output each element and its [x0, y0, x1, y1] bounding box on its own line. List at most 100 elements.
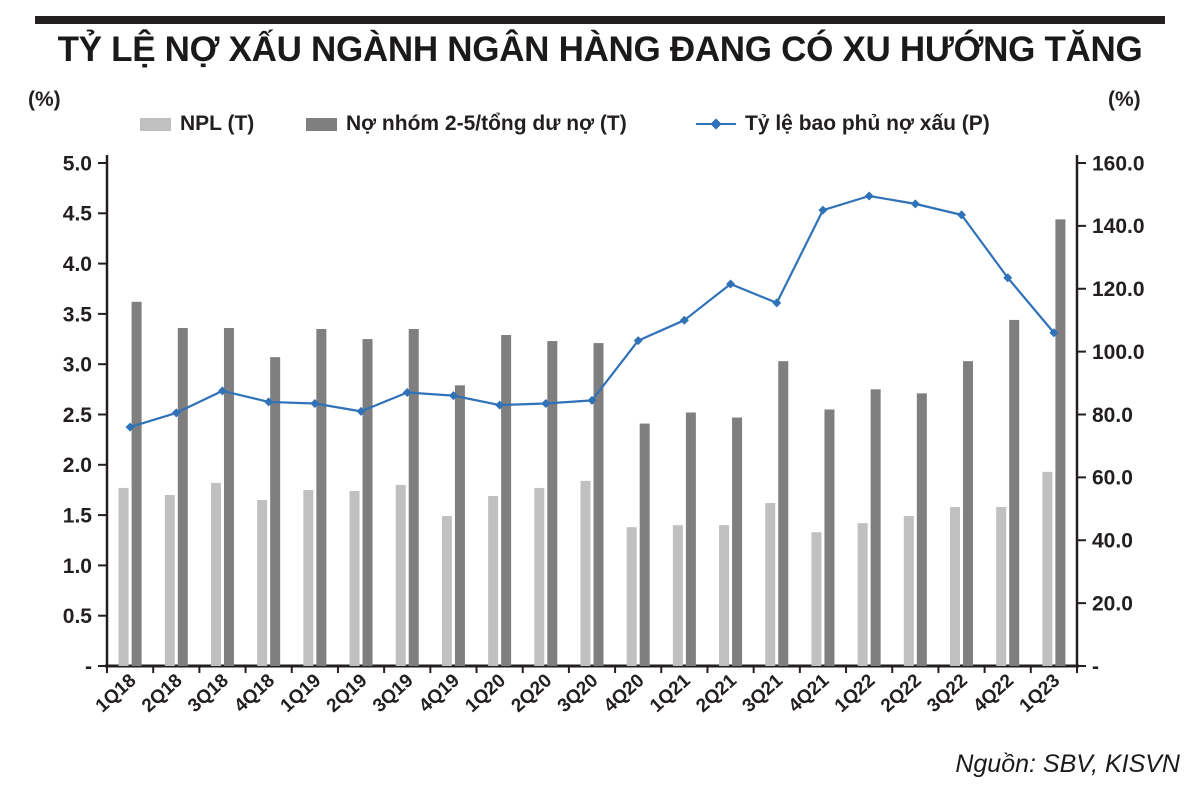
legend-item-group25: Nợ nhóm 2-5/tổng dư nợ (T) [306, 110, 627, 138]
npl-swatch-icon [140, 117, 171, 131]
npl-bar-3Q18 [210, 482, 221, 666]
x-tick-label-4Q20: 4Q20 [600, 670, 649, 717]
right-tick-label: 60.0 [1092, 467, 1133, 490]
coverage-marker-3Q20 [587, 395, 597, 405]
x-tick-label-3Q20: 3Q20 [554, 670, 603, 717]
left-tick-label: 3.0 [63, 354, 92, 377]
x-tick-label-1Q19: 1Q19 [277, 670, 326, 717]
right-tick-label: 40.0 [1092, 530, 1133, 553]
x-tick-label-1Q22: 1Q22 [831, 670, 880, 717]
x-tick-label-2Q21: 2Q21 [692, 670, 741, 717]
legend-item-coverage: Tỷ lệ bao phủ nợ xấu (P) [696, 110, 990, 138]
x-tick-label-1Q20: 1Q20 [461, 670, 510, 717]
x-tick-label-3Q21: 3Q21 [739, 670, 788, 717]
coverage-marker-4Q19 [448, 391, 458, 401]
npl-bar-3Q20 [580, 480, 591, 666]
coverage-marker-1Q19 [310, 398, 320, 408]
x-tick-label-2Q19: 2Q19 [323, 670, 372, 717]
group25-bar-2Q20 [547, 341, 558, 666]
x-tick-label-2Q18: 2Q18 [138, 670, 187, 717]
coverage-marker-1Q20 [495, 400, 505, 410]
coverage-marker-3Q21 [772, 298, 782, 308]
left-tick-label: 1.5 [63, 504, 93, 527]
left-tick-label: 2.5 [63, 404, 93, 427]
legend-label: Tỷ lệ bao phủ nợ xấu (P) [745, 112, 990, 135]
coverage-marker-1Q23 [1049, 328, 1059, 338]
npl-bar-2Q20 [534, 487, 545, 666]
legend-label: Nợ nhóm 2-5/tổng dư nợ (T) [346, 112, 627, 135]
npl-bar-4Q18 [257, 500, 268, 666]
right-tick-label: 100.0 [1092, 341, 1145, 364]
coverage-marker-2Q18 [171, 408, 181, 418]
x-tick-label-3Q22: 3Q22 [923, 670, 972, 717]
left-tick-label: - [85, 655, 92, 678]
group25-bar-1Q19 [316, 328, 327, 666]
coverage-marker-4Q21 [818, 205, 828, 215]
npl-bar-4Q21 [811, 532, 822, 666]
npl-bar-1Q18 [118, 487, 129, 666]
npl-bar-1Q19 [303, 489, 314, 666]
npl-bar-4Q22 [996, 507, 1007, 666]
group25-bar-4Q18 [270, 357, 281, 666]
title-rule [35, 16, 1165, 24]
legend-label: NPL (T) [180, 112, 255, 135]
npl-bar-1Q22 [857, 523, 868, 666]
left-axis-unit: (%) [28, 88, 61, 111]
npl-bar-3Q19 [395, 484, 406, 666]
npl-bar-3Q22 [950, 507, 961, 666]
coverage-marker-2Q21 [726, 279, 736, 289]
group25-bar-3Q18 [223, 327, 234, 666]
x-tick-label-1Q23: 1Q23 [1016, 670, 1065, 717]
npl-bar-1Q23 [1042, 471, 1053, 666]
x-tick-label-1Q21: 1Q21 [646, 670, 695, 717]
x-tick-label-4Q18: 4Q18 [230, 670, 279, 717]
group25-bar-3Q20 [593, 343, 604, 666]
npl-bar-1Q21 [672, 525, 683, 666]
coverage-line [129, 194, 1055, 429]
coverage-marker-4Q20 [633, 336, 643, 346]
line-diamond-swatch-icon [696, 117, 736, 131]
group25-bar-1Q18 [131, 301, 142, 666]
group25-bar-3Q21 [778, 361, 789, 666]
right-tick-label: 20.0 [1092, 592, 1133, 615]
group25-bar-2Q22 [916, 393, 927, 666]
left-tick-label: 0.5 [63, 605, 93, 628]
coverage-marker-2Q19 [356, 406, 366, 416]
right-axis-unit: (%) [1108, 88, 1141, 111]
coverage-marker-4Q22 [1003, 273, 1013, 283]
coverage-marker-3Q19 [402, 387, 412, 397]
coverage-marker-1Q18 [125, 422, 135, 432]
group25-bar-3Q22 [963, 361, 974, 666]
right-tick-label: - [1092, 655, 1099, 678]
source-note: Nguồn: SBV, KISVN [955, 750, 1180, 778]
group25-bar-1Q22 [870, 389, 881, 666]
x-tick-label-4Q21: 4Q21 [785, 670, 834, 717]
group25-bar-1Q20 [501, 335, 512, 666]
npl-bar-2Q21 [719, 525, 730, 666]
npl-bar-2Q19 [349, 490, 360, 666]
right-tick-label: 140.0 [1092, 215, 1145, 238]
left-tick-label: 1.0 [63, 555, 92, 578]
npl-bar-3Q21 [765, 503, 776, 666]
npl-bar-4Q19 [441, 516, 452, 666]
right-tick-label: 80.0 [1092, 404, 1133, 427]
group25-bar-4Q22 [1009, 319, 1020, 666]
x-tick-label-3Q18: 3Q18 [184, 670, 233, 717]
npl-bar-2Q22 [903, 516, 914, 666]
x-tick-label-4Q19: 4Q19 [415, 670, 464, 717]
coverage-marker-3Q22 [957, 210, 967, 220]
coverage-marker-1Q22 [864, 191, 874, 201]
group25-bar-2Q19 [362, 339, 373, 666]
npl-bar-4Q20 [626, 527, 637, 666]
coverage-marker-2Q20 [541, 398, 551, 408]
group25-bar-2Q18 [177, 327, 188, 666]
coverage-marker-3Q18 [217, 386, 227, 396]
npl-bar-1Q20 [488, 495, 499, 666]
left-tick-label: 4.5 [63, 203, 93, 226]
group25-swatch-icon [306, 117, 337, 131]
coverage-marker-2Q22 [910, 199, 920, 209]
group25-bar-2Q21 [732, 417, 743, 666]
x-tick-label-1Q18: 1Q18 [92, 670, 141, 717]
